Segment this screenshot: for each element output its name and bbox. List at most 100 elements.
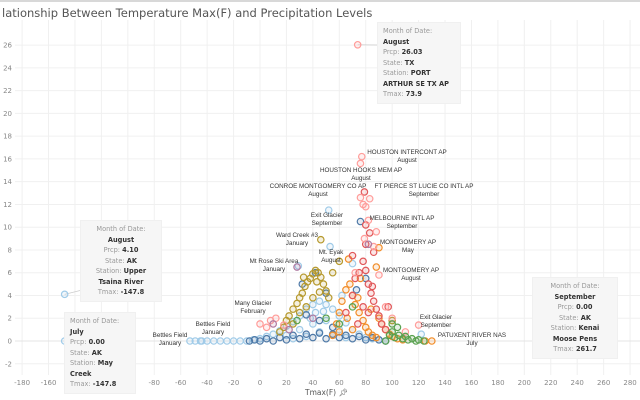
top-border xyxy=(0,0,640,2)
data-point xyxy=(315,329,324,337)
data-point xyxy=(309,293,317,302)
data-point xyxy=(388,314,396,323)
data-point xyxy=(348,325,357,334)
data-point xyxy=(269,337,278,345)
data-point xyxy=(256,337,264,345)
annotations: HOUSTON INTERCONT AP August HOUSTON HOOKS … xyxy=(153,149,506,347)
point-annotation: PATUXENT RIVER NAS July xyxy=(438,332,506,347)
x-axis-label[interactable]: Tmax(F) 📌︎ xyxy=(305,388,348,397)
y-tick-label: 20 xyxy=(3,110,12,118)
data-point xyxy=(372,333,381,342)
data-point xyxy=(342,331,350,340)
point-annotation: MELBOURNE INTL AP September xyxy=(370,215,435,230)
data-point xyxy=(295,308,304,317)
y-tick-label: 16 xyxy=(3,155,12,163)
data-point xyxy=(368,282,377,291)
data-point xyxy=(223,337,231,345)
point-annotation: FT PIERCE ST LUCIE CO INTL AP September xyxy=(375,183,474,198)
data-point xyxy=(359,303,367,311)
data-point xyxy=(388,320,396,328)
x-tick-label: 180 xyxy=(491,379,504,387)
tooltip-kenai-moose-pens: Month of Date: September Prcp: 0.00 Stat… xyxy=(532,277,618,359)
data-point xyxy=(360,234,369,243)
data-point xyxy=(262,334,271,343)
y-tick-label: 18 xyxy=(3,133,12,141)
data-point xyxy=(346,280,354,288)
data-point xyxy=(364,216,373,225)
data-point xyxy=(365,229,374,237)
data-point xyxy=(319,307,328,316)
data-point xyxy=(289,305,297,313)
data-point xyxy=(335,257,344,266)
y-tick-label: 26 xyxy=(3,42,12,50)
data-point xyxy=(354,320,362,328)
x-tick-label: 280 xyxy=(623,379,636,387)
y-tick-label: -2 xyxy=(5,360,12,368)
data-point xyxy=(335,328,344,336)
data-point xyxy=(342,285,350,294)
data-point xyxy=(375,312,383,320)
x-tick-label: -160 xyxy=(41,379,57,387)
data-point xyxy=(335,320,344,328)
data-point xyxy=(348,334,357,343)
data-point xyxy=(326,242,334,251)
data-point xyxy=(293,316,301,325)
data-point xyxy=(328,268,337,277)
data-point xyxy=(359,316,367,325)
data-point xyxy=(368,331,377,340)
data-point xyxy=(361,202,370,211)
data-point xyxy=(381,303,390,311)
x-tick-label: 220 xyxy=(544,379,557,387)
point-annotation: Exit Glacier September xyxy=(311,212,343,227)
data-point xyxy=(186,337,194,345)
point-annotation: HOUSTON HOOKS MEM AP August xyxy=(320,167,402,182)
data-point xyxy=(324,293,333,302)
data-point xyxy=(348,303,357,311)
data-point xyxy=(361,336,370,344)
data-point xyxy=(369,248,378,257)
data-point xyxy=(60,290,69,299)
data-point xyxy=(353,40,362,49)
x-tick-label: 20 xyxy=(282,379,291,387)
x-tick-label: 260 xyxy=(597,379,610,387)
data-point xyxy=(356,217,365,226)
data-point xyxy=(335,308,344,317)
data-point xyxy=(285,312,293,320)
data-point xyxy=(393,323,402,332)
data-point xyxy=(428,337,436,345)
data-point xyxy=(364,240,373,249)
data-point xyxy=(276,333,284,342)
data-point xyxy=(381,325,390,334)
data-point xyxy=(216,337,225,345)
x-tick-label: -180 xyxy=(14,379,30,387)
data-point xyxy=(295,325,304,334)
y-tick-label: 10 xyxy=(3,224,12,232)
point-annotation: MONTGOMERY AP May xyxy=(380,239,436,254)
x-tick-label: 160 xyxy=(465,379,478,387)
data-point xyxy=(229,337,238,345)
point-annotation: Bettles Field January xyxy=(153,332,188,347)
point-annotation: Bettles Field January xyxy=(196,321,231,336)
data-point xyxy=(335,333,344,342)
data-point xyxy=(293,263,301,271)
data-point xyxy=(342,308,350,317)
data-point xyxy=(364,280,373,288)
point-annotation: CONROE MONTGOMERY CO AP August xyxy=(270,183,367,198)
data-point xyxy=(361,266,370,275)
x-tick-label: 140 xyxy=(438,379,451,387)
data-point xyxy=(319,280,328,288)
data-point xyxy=(262,332,271,341)
data-point xyxy=(324,206,333,214)
y-tick-label: 14 xyxy=(3,178,12,186)
x-tick-label: 40 xyxy=(308,379,317,387)
data-point xyxy=(355,330,363,338)
data-point xyxy=(302,311,311,319)
data-point xyxy=(356,193,365,202)
y-tick-label: 12 xyxy=(3,201,12,209)
data-point xyxy=(236,337,244,345)
data-point xyxy=(262,323,271,332)
point-annotation: Many Glacier February xyxy=(234,300,271,315)
data-point xyxy=(375,271,383,279)
point-annotation: HOUSTON INTERCONT AP August xyxy=(367,149,447,164)
data-point xyxy=(198,337,206,345)
